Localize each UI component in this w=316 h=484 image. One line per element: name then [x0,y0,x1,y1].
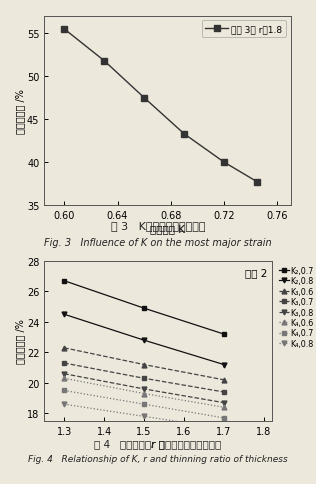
Line: K₄,0.6: K₄,0.6 [62,376,226,410]
K₂,0.8 [222,362,226,368]
Line: K₂,0.8: K₂,0.8 [62,312,226,367]
Text: 图 4   翹边系数、r 値与厕度减薄率的关系: 图 4 翹边系数、r 値与厕度减薄率的关系 [94,438,222,448]
K₃,0.7 [62,361,66,366]
Text: Fig. 3   Influence of K on the most major strain: Fig. 3 Influence of K on the most major … [44,237,272,247]
K₃,0.7 [222,389,226,395]
K₄,0.7 [142,401,146,407]
Y-axis label: 最大应变值 /%: 最大应变值 /% [15,89,26,134]
K₂,0.8 [142,337,146,343]
Text: 材料 2: 材料 2 [245,268,267,278]
K₂,0.7 [222,332,226,337]
K₃,0.8 [142,386,146,392]
Text: 图 3   K对最大主应变的影响: 图 3 K对最大主应变的影响 [111,220,205,230]
K₂,0.8 [62,312,66,318]
K₄,0.8 [142,414,146,420]
材料 3， r＝1.8 [142,95,146,101]
材料 3， r＝1.8 [222,160,226,166]
K₂,0.7 [142,305,146,311]
Line: K₃,0.8: K₃,0.8 [62,372,226,405]
Legend: K₂,0.7, K₂,0.8, K₃,0.6, K₃,0.7, K₃,0.8, K₄,0.6, K₄,0.7, K₄,0.8: K₂,0.7, K₂,0.8, K₃,0.6, K₃,0.7, K₃,0.8, … [278,265,314,349]
材料 3， r＝1.8 [182,132,186,137]
K₄,0.6 [62,376,66,381]
Line: K₂,0.7: K₂,0.7 [62,279,226,337]
Line: K₃,0.7: K₃,0.7 [62,361,226,394]
K₃,0.6 [62,345,66,351]
X-axis label: 翹边系数 K: 翹边系数 K [150,223,185,233]
Legend: 材料 3， r＝1.8: 材料 3， r＝1.8 [202,21,286,38]
材料 3， r＝1.8 [256,180,259,185]
K₃,0.6 [142,362,146,368]
K₃,0.8 [222,400,226,406]
K₄,0.6 [142,391,146,396]
Line: 材料 3， r＝1.8: 材料 3， r＝1.8 [61,27,260,185]
K₄,0.7 [222,415,226,421]
Line: K₄,0.7: K₄,0.7 [62,388,226,421]
材料 3， r＝1.8 [102,59,106,64]
K₃,0.6 [222,377,226,383]
K₂,0.7 [62,278,66,284]
K₃,0.8 [62,371,66,377]
Y-axis label: 厕度减薄率 /%: 厕度减薄率 /% [15,319,26,363]
X-axis label: r 値: r 値 [151,439,165,449]
K₄,0.8 [222,426,226,432]
K₄,0.6 [222,405,226,410]
材料 3， r＝1.8 [62,27,66,33]
K₄,0.8 [62,401,66,407]
Line: K₄,0.8: K₄,0.8 [62,402,226,431]
K₃,0.7 [142,376,146,381]
K₄,0.7 [62,388,66,393]
Line: K₃,0.6: K₃,0.6 [62,346,226,382]
Text: Fig. 4   Relationship of K, r and thinning ratio of thickness: Fig. 4 Relationship of K, r and thinning… [28,454,288,463]
